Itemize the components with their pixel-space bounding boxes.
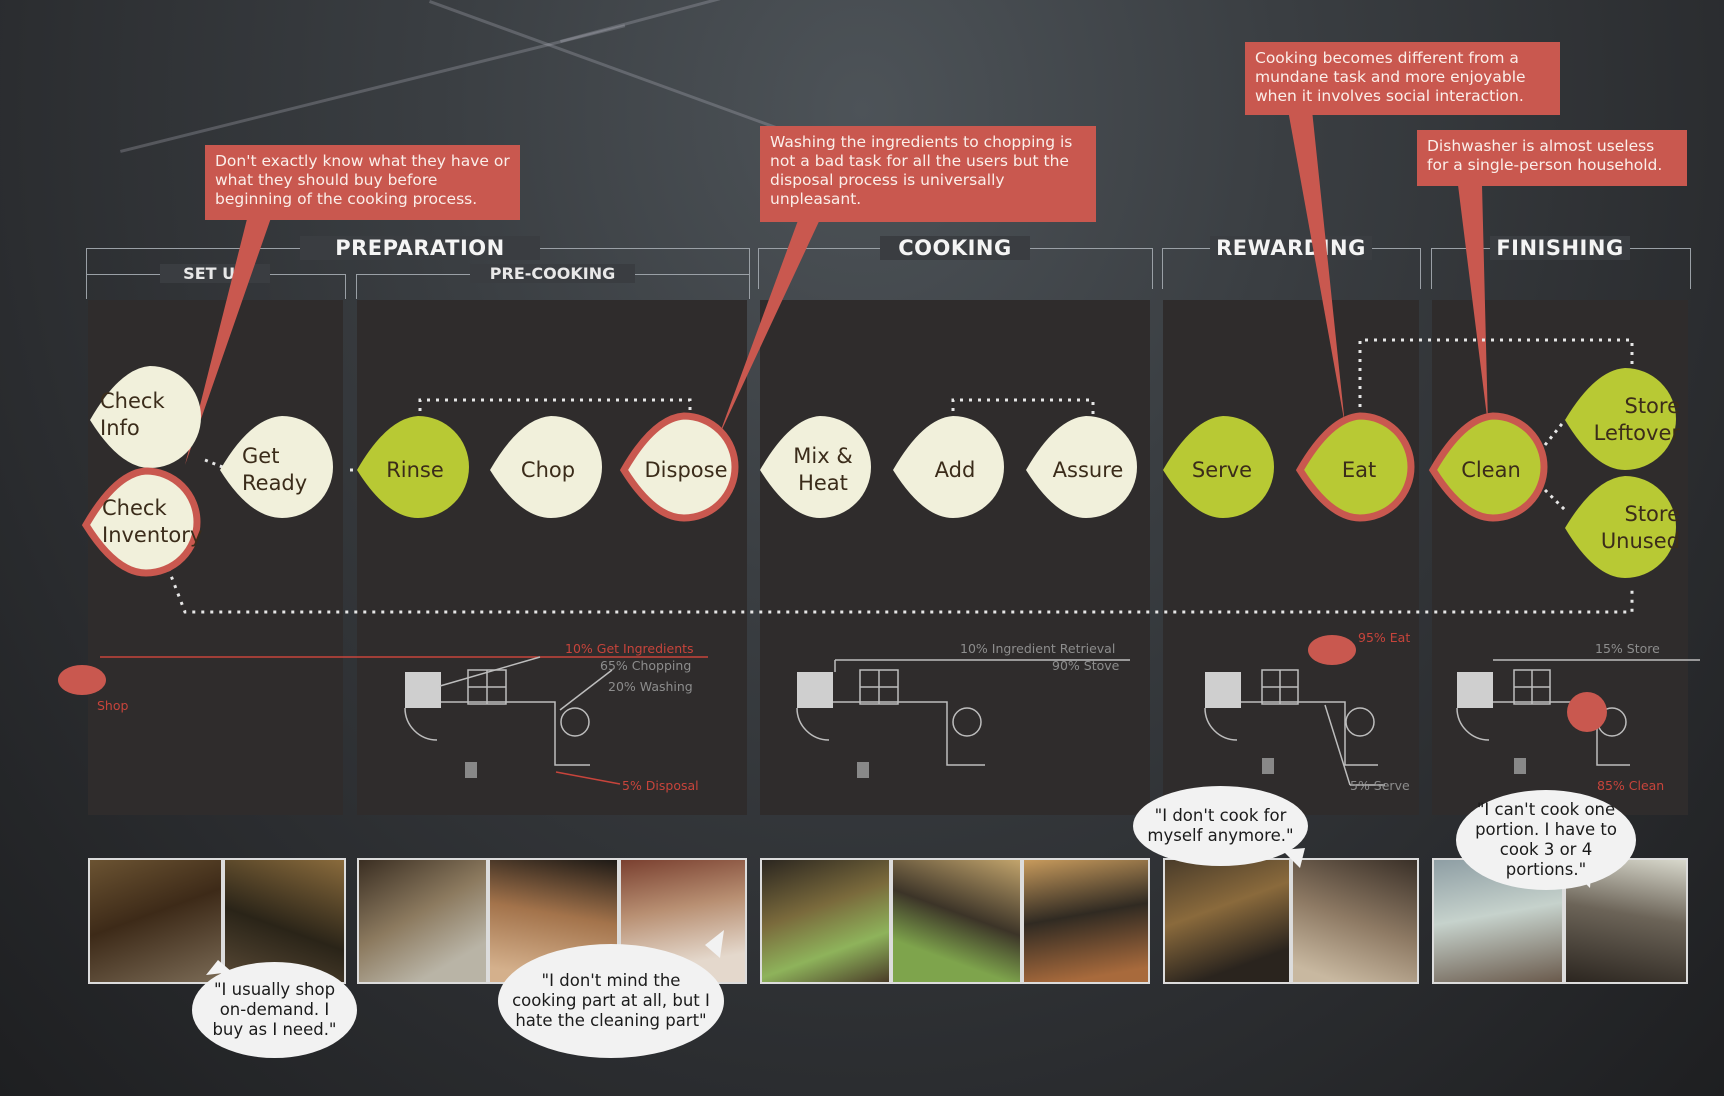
photo-add — [891, 858, 1022, 984]
leaf-check-inventory — [81, 467, 201, 577]
loop-connector — [951, 398, 1095, 420]
phase-title-rewarding: REWARDING — [1210, 236, 1372, 260]
node-get-ready: Get Ready — [242, 444, 308, 495]
floor-label-shop: Shop — [97, 698, 129, 713]
leaf-eat — [1295, 412, 1415, 522]
photo-rinse — [357, 858, 488, 984]
leaf-store-unused — [1565, 476, 1676, 578]
node-store-unused: Store Unused — [1600, 502, 1680, 553]
floor-plan-cooking — [796, 659, 1130, 778]
floor-label-serve: 5% Serve — [1350, 778, 1410, 793]
callout-set-up: Don't exactly know what they have or wha… — [205, 145, 520, 220]
leaf-add — [893, 416, 1004, 518]
callout-pointer-clean — [1458, 185, 1488, 425]
loop-connector — [1358, 338, 1634, 470]
leaf-check-info — [90, 366, 201, 468]
node-add: Add — [934, 457, 976, 482]
photo-mix-heat — [760, 858, 891, 984]
photo-eat — [1291, 858, 1419, 984]
callout-pointer-eat — [1288, 110, 1345, 425]
node-assure: Assure — [1052, 457, 1124, 482]
callout-dispose: Washing the ingredients to chopping is n… — [760, 126, 1096, 222]
return-loop — [163, 559, 1634, 614]
phase-title-finishing: FINISHING — [1490, 236, 1630, 260]
shop-marker — [58, 665, 106, 695]
quote-tail — [705, 930, 724, 958]
node-store-leftover: Store Leftover — [1593, 394, 1680, 445]
leaf-chop — [490, 416, 602, 518]
floor-label-eat: 95% Eat — [1358, 630, 1411, 645]
callout-pointer-dispose — [718, 215, 822, 438]
floor-label-ingredient-retrieval: 10% Ingredient Retrieval — [960, 641, 1116, 656]
node-serve: Serve — [1191, 457, 1253, 482]
leaf-rinse — [357, 416, 469, 518]
node-eat: Eat — [1341, 457, 1377, 482]
quote-portions: "I can't cook one portion. I have to coo… — [1456, 790, 1636, 890]
floor-label-chopping: 65% Chopping — [600, 658, 692, 673]
panel-rewarding — [1163, 300, 1419, 815]
leaf-clean — [1428, 412, 1548, 522]
phase-title-cooking: COOKING — [880, 236, 1030, 260]
node-check-inventory: Check Inventory — [102, 496, 203, 547]
leaf-mix-heat — [760, 416, 871, 518]
quote-cook-myself: "I don't cook for myself anymore." — [1133, 786, 1308, 866]
node-rinse: Rinse — [386, 457, 444, 482]
quote-cleaning: "I don't mind the cooking part at all, b… — [498, 944, 724, 1058]
floor-label-disposal: 5% Disposal — [622, 778, 699, 793]
floor-plan-prep — [100, 656, 708, 785]
callout-pointer-set-up — [185, 215, 272, 465]
floor-plan-rewarding — [1204, 635, 1385, 786]
leaf-get-ready — [220, 416, 333, 518]
floor-plan-finishing — [1456, 659, 1700, 774]
leaf-store-leftover — [1565, 368, 1676, 470]
phase-title-pre-cooking: PRE-COOKING — [470, 264, 635, 283]
floor-label-clean: 85% Clean — [1597, 778, 1665, 793]
leaf-serve — [1163, 416, 1274, 518]
floor-label-stove: 90% Stove — [1052, 658, 1120, 673]
callout-eat: Cooking becomes different from a mundane… — [1245, 42, 1560, 115]
leaf-assure — [1026, 416, 1137, 518]
node-check-info: Check Info — [100, 389, 165, 440]
node-clean: Clean — [1461, 457, 1521, 482]
phase-title-preparation: PREPARATION — [300, 236, 540, 260]
floor-label-get-ingredients: 10% Get Ingredients — [565, 641, 694, 656]
quote-shop: "I usually shop on-demand. I buy as I ne… — [192, 962, 357, 1058]
node-mix-heat: Mix & Heat — [793, 444, 853, 495]
panel-pre-cooking — [357, 300, 747, 815]
leaf-dispose — [619, 412, 739, 522]
photo-assure — [1022, 858, 1150, 984]
photo-check-fridge — [88, 858, 223, 984]
quote-tail — [1282, 848, 1305, 868]
floor-label-store: 15% Store — [1595, 641, 1660, 656]
floor-label-washing: 20% Washing — [608, 679, 693, 694]
node-chop: Chop — [520, 457, 576, 482]
node-dispose: Dispose — [644, 457, 728, 482]
callout-clean: Dishwasher is almost useless for a singl… — [1417, 130, 1687, 186]
loop-connector — [418, 398, 692, 420]
